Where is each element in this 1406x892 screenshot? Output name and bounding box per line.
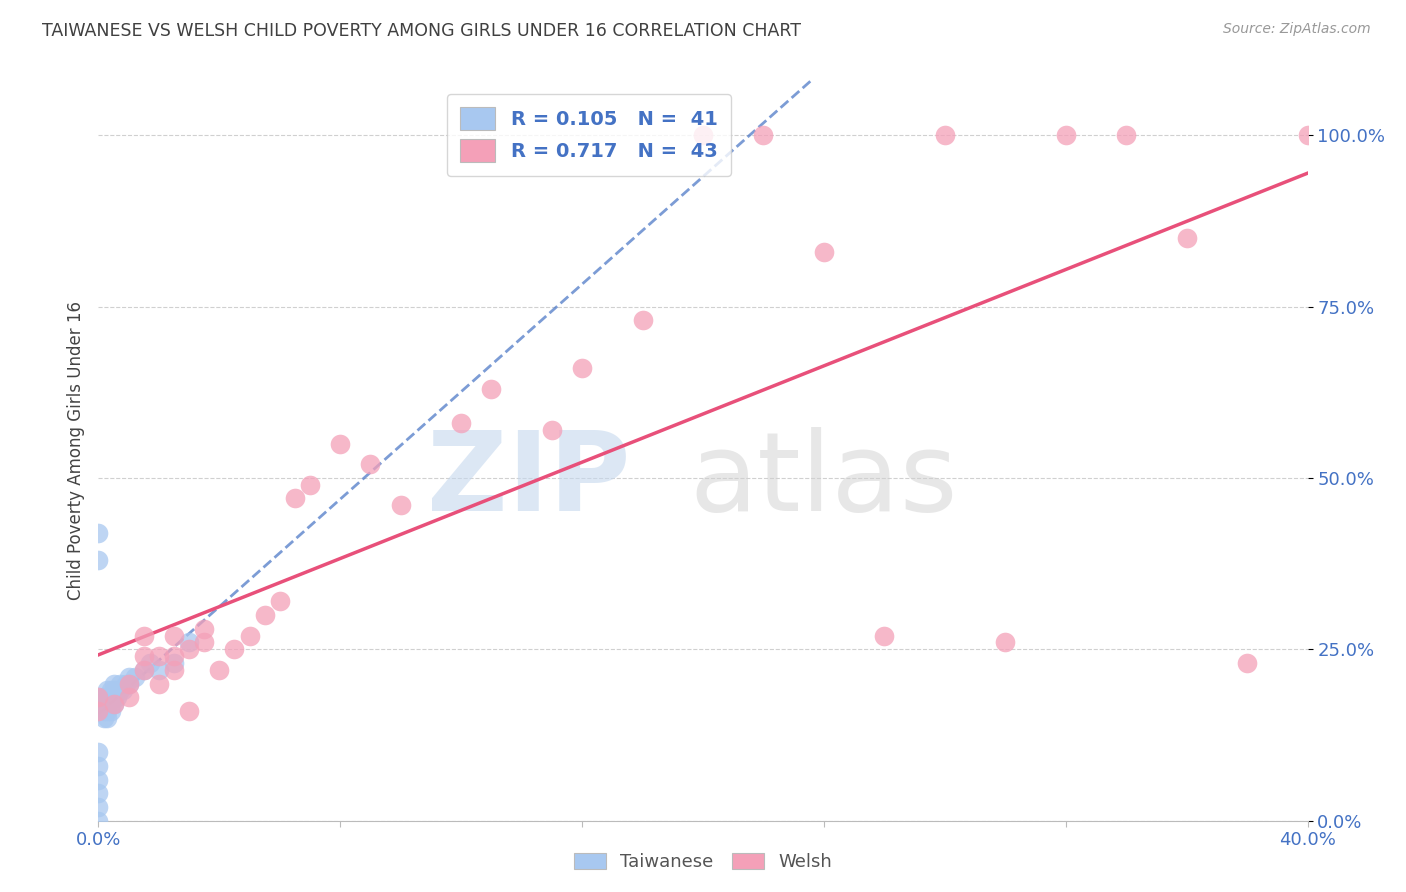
Point bbox=[96, 683, 118, 698]
Point bbox=[148, 663, 170, 677]
Point bbox=[108, 676, 131, 690]
Point bbox=[87, 553, 110, 567]
Point bbox=[813, 244, 835, 259]
Point bbox=[193, 622, 215, 636]
Point bbox=[481, 382, 503, 396]
Point bbox=[571, 361, 593, 376]
Point bbox=[96, 704, 118, 718]
Point bbox=[139, 656, 162, 670]
Text: TAIWANESE VS WELSH CHILD POVERTY AMONG GIRLS UNDER 16 CORRELATION CHART: TAIWANESE VS WELSH CHILD POVERTY AMONG G… bbox=[42, 22, 801, 40]
Point bbox=[105, 683, 128, 698]
Point bbox=[163, 663, 186, 677]
Point bbox=[87, 525, 110, 540]
Point bbox=[193, 635, 215, 649]
Point bbox=[631, 313, 654, 327]
Point bbox=[103, 697, 125, 711]
Point bbox=[96, 711, 118, 725]
Point bbox=[100, 690, 122, 705]
Legend: Taiwanese, Welsh: Taiwanese, Welsh bbox=[567, 846, 839, 879]
Point bbox=[124, 670, 146, 684]
Point bbox=[87, 786, 110, 800]
Point bbox=[253, 607, 276, 622]
Point bbox=[269, 594, 291, 608]
Point bbox=[87, 772, 110, 787]
Point bbox=[111, 683, 134, 698]
Point bbox=[873, 628, 896, 642]
Point bbox=[87, 759, 110, 773]
Point bbox=[132, 663, 155, 677]
Point bbox=[1236, 656, 1258, 670]
Point bbox=[163, 649, 186, 664]
Point bbox=[132, 628, 155, 642]
Point bbox=[96, 697, 118, 711]
Point bbox=[100, 697, 122, 711]
Point bbox=[299, 477, 322, 491]
Point bbox=[1054, 128, 1077, 142]
Point bbox=[87, 814, 110, 828]
Point bbox=[360, 457, 382, 471]
Point bbox=[105, 690, 128, 705]
Legend: R = 0.105   N =  41, R = 0.717   N =  43: R = 0.105 N = 41, R = 0.717 N = 43 bbox=[447, 94, 731, 176]
Point bbox=[132, 663, 155, 677]
Point bbox=[93, 704, 115, 718]
Point bbox=[118, 676, 141, 690]
Point bbox=[934, 128, 956, 142]
Point bbox=[93, 690, 115, 705]
Point bbox=[179, 635, 201, 649]
Point bbox=[329, 436, 352, 450]
Point bbox=[87, 800, 110, 814]
Text: Source: ZipAtlas.com: Source: ZipAtlas.com bbox=[1223, 22, 1371, 37]
Point bbox=[752, 128, 775, 142]
Point bbox=[540, 423, 562, 437]
Y-axis label: Child Poverty Among Girls Under 16: Child Poverty Among Girls Under 16 bbox=[66, 301, 84, 600]
Point bbox=[239, 628, 262, 642]
Point bbox=[208, 663, 231, 677]
Point bbox=[994, 635, 1017, 649]
Point bbox=[163, 656, 186, 670]
Point bbox=[93, 711, 115, 725]
Point bbox=[148, 649, 170, 664]
Point bbox=[450, 416, 472, 430]
Point bbox=[224, 642, 246, 657]
Point bbox=[118, 690, 141, 705]
Point bbox=[103, 683, 125, 698]
Point bbox=[93, 690, 115, 705]
Point bbox=[87, 745, 110, 759]
Point bbox=[1296, 128, 1319, 142]
Text: ZIP: ZIP bbox=[427, 426, 630, 533]
Point bbox=[108, 683, 131, 698]
Point bbox=[118, 670, 141, 684]
Point bbox=[692, 128, 714, 142]
Point bbox=[132, 649, 155, 664]
Point bbox=[1175, 231, 1198, 245]
Point bbox=[103, 676, 125, 690]
Point bbox=[389, 498, 412, 512]
Point bbox=[100, 704, 122, 718]
Point bbox=[103, 690, 125, 705]
Text: atlas: atlas bbox=[690, 426, 957, 533]
Point bbox=[93, 697, 115, 711]
Point bbox=[93, 697, 115, 711]
Point bbox=[163, 628, 186, 642]
Point bbox=[179, 704, 201, 718]
Point bbox=[87, 690, 110, 705]
Point bbox=[103, 697, 125, 711]
Point bbox=[284, 491, 307, 506]
Point bbox=[96, 690, 118, 705]
Point bbox=[114, 676, 136, 690]
Point bbox=[118, 676, 141, 690]
Point bbox=[179, 642, 201, 657]
Point bbox=[148, 676, 170, 690]
Point bbox=[87, 704, 110, 718]
Point bbox=[1115, 128, 1137, 142]
Point bbox=[100, 683, 122, 698]
